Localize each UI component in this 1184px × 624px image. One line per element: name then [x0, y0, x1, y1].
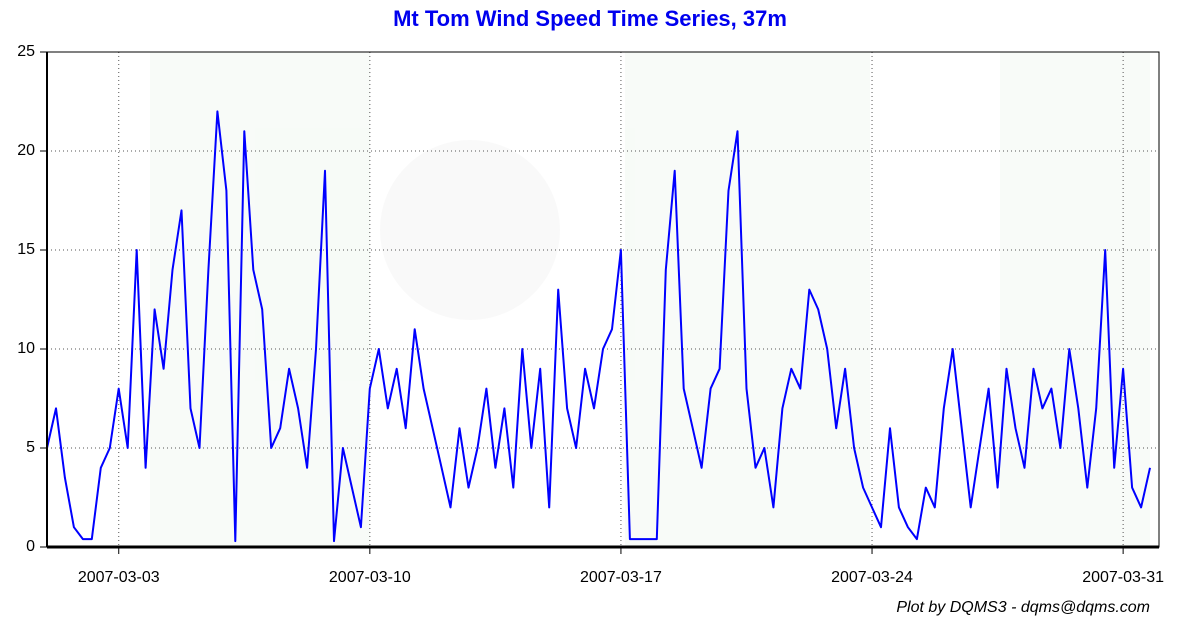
y-tick-label: 5 [26, 439, 35, 456]
y-tick-label: 10 [17, 340, 35, 357]
y-tick-label: 0 [26, 538, 35, 555]
watermark [150, 52, 1150, 547]
x-tick-label: 2007-03-17 [580, 569, 662, 586]
chart-title: Mt Tom Wind Speed Time Series, 37m [393, 6, 787, 31]
footnote: Plot by DQMS3 - dqms@dqms.com [896, 599, 1150, 616]
x-tick-label: 2007-03-31 [1082, 569, 1164, 586]
x-tick-label: 2007-03-03 [78, 569, 160, 586]
y-tick-label: 25 [17, 43, 35, 60]
x-tick-label: 2007-03-24 [831, 569, 913, 586]
x-tick-label: 2007-03-10 [329, 569, 411, 586]
y-tick-label: 15 [17, 241, 35, 258]
series-line [46, 110, 1151, 543]
y-tick-label: 20 [17, 142, 35, 159]
